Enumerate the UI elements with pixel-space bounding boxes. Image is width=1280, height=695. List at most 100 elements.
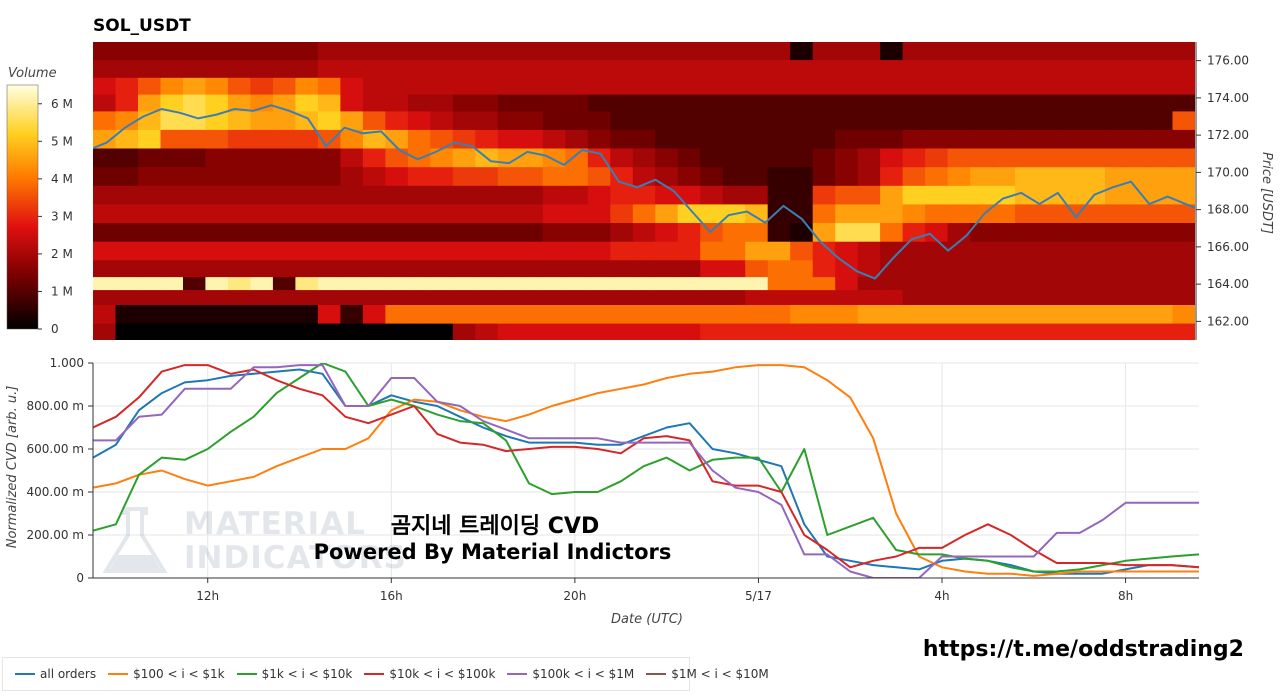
y-tick-label: 1.000 <box>50 356 84 370</box>
heatmap-cell <box>452 42 476 61</box>
heatmap-cell <box>362 129 386 149</box>
colorbar-tick-label: 6 M <box>51 97 73 111</box>
heatmap-cell <box>812 323 836 340</box>
heatmap-cell <box>115 304 139 324</box>
heatmap-cell <box>565 276 589 291</box>
heatmap-cell <box>880 110 904 130</box>
cvd-series-line-1 <box>93 364 1199 577</box>
heatmap-cell <box>542 259 566 278</box>
heatmap-cell <box>677 222 701 242</box>
heatmap-cell <box>385 129 409 149</box>
heatmap-cell <box>722 42 746 61</box>
legend-item[interactable]: $100k < i < $1M <box>507 667 634 681</box>
heatmap-cell <box>970 259 994 278</box>
heatmap-cell <box>610 204 634 223</box>
heatmap-cell <box>812 59 836 78</box>
legend-label: $100 < i < $1k <box>133 667 225 681</box>
heatmap-cell <box>1105 148 1129 168</box>
heatmap-cell <box>700 259 724 278</box>
heatmap-cell <box>880 59 904 78</box>
heatmap-cell <box>183 148 207 168</box>
telegram-link[interactable]: https://t.me/oddstrading2 <box>922 637 1244 662</box>
heatmap-cell <box>835 304 859 324</box>
heatmap-cell <box>250 148 274 168</box>
heatmap-cell <box>362 148 386 168</box>
heatmap-cell <box>115 276 139 291</box>
heatmap-cell <box>677 42 701 61</box>
heatmap-cell <box>475 94 499 112</box>
x-tick-label: 5/17 <box>745 589 772 603</box>
heatmap-cell <box>565 222 589 242</box>
heatmap-cell <box>1015 42 1039 61</box>
heatmap-cell <box>992 59 1016 78</box>
heatmap-cell <box>160 304 184 324</box>
heatmap-cell <box>970 276 994 291</box>
heatmap-cell <box>475 204 499 223</box>
heatmap-cell <box>1105 222 1129 242</box>
heatmap-cell <box>340 204 364 223</box>
heatmap-cell <box>677 276 701 291</box>
colorbar <box>6 84 39 330</box>
heatmap-cell <box>1037 94 1061 112</box>
heatmap-cell <box>790 323 814 340</box>
heatmap-cell <box>362 276 386 291</box>
heatmap-cell <box>790 129 814 149</box>
heatmap-cell <box>745 304 769 324</box>
heatmap-cell <box>992 259 1016 278</box>
heatmap-cell <box>1105 94 1129 112</box>
heatmap-cell <box>115 204 139 223</box>
heatmap-cell <box>115 289 139 305</box>
price-axis-title: Price [USDT] <box>1259 152 1274 234</box>
legend-swatch <box>364 673 385 675</box>
heatmap-cell <box>1037 289 1061 305</box>
heatmap-cell <box>992 276 1016 291</box>
heatmap <box>93 42 1195 340</box>
heatmap-cell <box>475 276 499 291</box>
heatmap-cell <box>385 289 409 305</box>
legend-item[interactable]: $100 < i < $1k <box>108 667 225 681</box>
heatmap-cell <box>138 304 162 324</box>
heatmap-cell <box>227 222 251 242</box>
heatmap-cell <box>340 323 364 340</box>
heatmap-cell <box>497 276 521 291</box>
heatmap-cell <box>902 148 926 168</box>
heatmap-cell <box>340 259 364 278</box>
heatmap-cell <box>1082 110 1106 130</box>
heatmap-cell <box>812 241 836 261</box>
heatmap-cell <box>722 323 746 340</box>
heatmap-cell <box>925 259 949 278</box>
heatmap-cell <box>93 276 117 291</box>
heatmap-cell <box>497 110 521 130</box>
legend-item[interactable]: $1M < i < $10M <box>646 667 769 681</box>
heatmap-cell <box>115 166 139 186</box>
heatmap-cell <box>610 276 634 291</box>
heatmap-cell <box>452 59 476 78</box>
heatmap-cell <box>632 59 656 78</box>
heatmap-cell <box>925 59 949 78</box>
heatmap-cell <box>317 222 341 242</box>
heatmap-cell <box>138 94 162 112</box>
heatmap-cell <box>93 222 117 242</box>
heatmap-cell <box>1015 304 1039 324</box>
heatmap-cell <box>835 276 859 291</box>
heatmap-cell <box>655 259 679 278</box>
colorbar-tick-label: 3 M <box>51 209 73 223</box>
heatmap-cell <box>970 94 994 112</box>
legend-item[interactable]: $1k < i < $10k <box>236 667 352 681</box>
heatmap-cell <box>1105 129 1129 149</box>
heatmap-cell <box>790 77 814 95</box>
heatmap-cell <box>317 77 341 95</box>
legend-item[interactable]: $10k < i < $100k <box>364 667 495 681</box>
heatmap-cell <box>227 241 251 261</box>
heatmap-cell <box>452 259 476 278</box>
heatmap-cell <box>655 204 679 223</box>
heatmap-cell <box>1172 304 1195 324</box>
heatmap-cell <box>520 259 544 278</box>
heatmap-cell <box>183 241 207 261</box>
heatmap-cell <box>565 110 589 130</box>
heatmap-cell <box>925 77 949 95</box>
heatmap-cell <box>497 129 521 149</box>
heatmap-cell <box>183 77 207 95</box>
legend-item[interactable]: all orders <box>15 667 96 681</box>
heatmap-cell <box>295 304 319 324</box>
